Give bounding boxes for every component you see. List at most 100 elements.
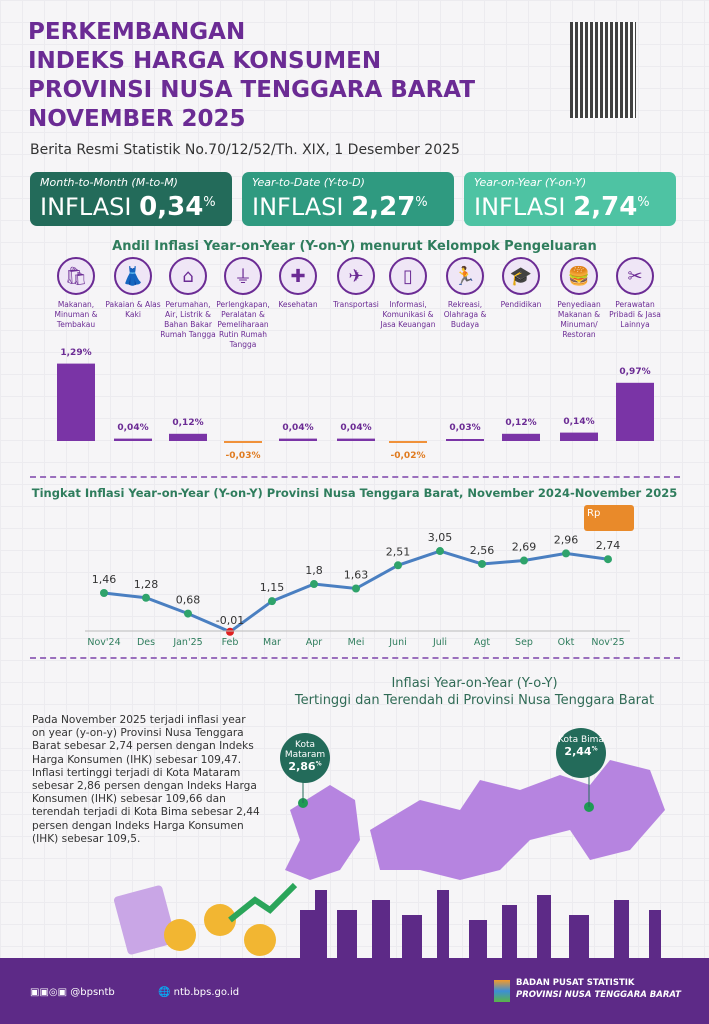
city-value: 2,44 — [564, 745, 592, 758]
title-line: PERKEMBANGAN — [28, 19, 246, 45]
runner-icon: 🏃 — [446, 257, 484, 295]
smartphone-icon: ▯ — [389, 257, 427, 295]
category-label: Pendidikan — [500, 300, 542, 309]
qr-code[interactable] — [570, 22, 636, 118]
summary-word: INFLASI — [40, 193, 132, 221]
ntb-map — [285, 760, 665, 880]
bar — [169, 433, 207, 441]
bar — [446, 439, 484, 441]
footer: ▣▣◎▣ @bpsntb 🌐 ntb.bps.go.id BADAN PUSAT… — [0, 958, 709, 1024]
divider — [30, 657, 680, 659]
data-label: 1,8 — [305, 564, 323, 577]
summary-value: 2,27 — [351, 192, 416, 222]
bar-value-label: -0,02% — [390, 451, 426, 461]
city-name: Kota Bima — [558, 735, 604, 745]
bar — [560, 432, 598, 441]
summary-word: INFLASI — [474, 193, 566, 221]
x-tick-label: Apr — [306, 637, 323, 648]
bar-value-label: -0,03% — [225, 451, 261, 461]
data-point — [100, 589, 108, 597]
x-tick-label: Feb — [222, 637, 239, 648]
unit: % — [315, 760, 322, 768]
category-label: Kesehatan — [278, 300, 318, 309]
summary-paragraph: Pada November 2025 terjadi inflasi year … — [32, 714, 260, 845]
first-aid-icon: ✚ — [279, 257, 317, 295]
plug-icon: ⏚ — [224, 257, 262, 295]
city-name: Kota Mataram — [284, 740, 326, 760]
data-label: 2,51 — [386, 545, 411, 558]
bar-value-label: 0,04% — [117, 422, 149, 433]
grocery-bag-icon: 🛍 — [57, 257, 95, 295]
airplane-icon: ✈ — [337, 257, 375, 295]
x-tick-label: Sep — [515, 637, 533, 648]
data-point — [562, 549, 570, 558]
bar-value-label: 0,97% — [619, 366, 651, 377]
category-label: Rekreasi, Olahraga & Budaya — [443, 300, 487, 329]
x-tick-label: Juli — [432, 637, 447, 648]
x-tick-label: Agt — [474, 637, 491, 648]
title-line: INDEKS HARGA KONSUMEN — [28, 48, 382, 74]
summary-value: 2,74 — [573, 192, 638, 222]
data-point — [142, 593, 150, 602]
bar-value-label: 0,12% — [172, 417, 204, 428]
line-chart: 1,46 Nov'24 1,28 Des 0,68 Jan'25 -0,01 Feb 1,15 M… — [85, 531, 630, 648]
x-tick-label: Okt — [558, 637, 575, 648]
summary-box: Month-to-Month (M-to-M) INFLASI 0,34% — [30, 172, 232, 226]
x-tick-label: Mei — [348, 637, 365, 648]
data-point — [226, 627, 234, 636]
x-tick-label: Nov'24 — [87, 637, 120, 648]
data-point — [604, 555, 612, 564]
line-chart-title: Tingkat Inflasi Year-on-Year (Y-on-Y) Pr… — [31, 486, 678, 500]
graduation-cap-icon: 🎓 — [502, 257, 540, 295]
bar-value-label: 0,12% — [505, 417, 537, 428]
bar — [57, 363, 95, 441]
data-label: 2,69 — [512, 541, 537, 554]
bar-value-label: 0,04% — [340, 422, 372, 433]
truck-label: Rp — [587, 508, 601, 519]
map-title-1: Inflasi Year-on-Year (Y-o-Y) — [391, 676, 558, 691]
page-title: PERKEMBANGAN INDEKS HARGA KONSUMEN PROVI… — [28, 18, 475, 134]
website-link[interactable]: 🌐 ntb.bps.go.id — [158, 987, 239, 998]
summary-value: 0,34 — [139, 192, 204, 222]
social-icons[interactable]: ▣▣◎▣ @bpsntb — [30, 987, 115, 998]
bar — [279, 438, 317, 441]
category-label: Perumahan, Air, Listrik & Bahan Bakar Ru… — [160, 300, 216, 339]
org-region: PROVINSI NUSA TENGGARA BARAT — [516, 990, 681, 1000]
data-point — [520, 556, 528, 565]
data-label: 0,68 — [176, 594, 201, 607]
data-label: 2,96 — [554, 533, 579, 546]
title-line: NOVEMBER 2025 — [28, 106, 246, 132]
scissors-icon: ✂ — [616, 257, 654, 295]
org-name: BADAN PUSAT STATISTIK — [516, 978, 635, 988]
bar — [389, 441, 427, 443]
category-label: Pakaian & Alas Kaki — [105, 300, 161, 319]
bps-logo — [494, 980, 510, 1002]
category-label: Perawatan Pribadi & Jasa Lainnya — [609, 300, 661, 329]
data-label: 2,56 — [470, 544, 495, 557]
summary-box: Year-on-Year (Y-on-Y) INFLASI 2,74% — [464, 172, 676, 226]
category-label: Transportasi — [333, 300, 379, 309]
x-tick-label: Jan'25 — [172, 637, 202, 648]
city-value: 2,86 — [288, 760, 316, 773]
category-label: Perlengkapan, Peralatan & Pemeliharaan R… — [216, 300, 270, 349]
truck-icon: Rp — [584, 505, 634, 531]
skyline-illustration — [113, 882, 661, 960]
summary-label: Year-to-Date (Y-to-D) — [252, 176, 365, 189]
city-badge-bima: Kota Bima 2,44% — [556, 728, 606, 778]
website-text[interactable]: ntb.bps.go.id — [173, 987, 240, 998]
bar — [114, 438, 152, 441]
data-label: 1,63 — [344, 569, 369, 582]
category-label: Penyediaan Makanan & Minuman/ Restoran — [557, 300, 601, 339]
data-label: -0,01 — [216, 614, 244, 627]
dress-icon: 👗 — [114, 257, 152, 295]
data-point — [310, 580, 318, 589]
social-handle[interactable]: @bpsntb — [70, 987, 115, 998]
map-title-2: Tertinggi dan Terendah di Provinsi Nusa … — [294, 693, 655, 708]
data-point — [184, 609, 192, 618]
unit: % — [591, 745, 598, 753]
summary-word: INFLASI — [252, 193, 344, 221]
bar — [502, 433, 540, 441]
globe-icon: 🌐 — [158, 987, 171, 998]
unit: % — [203, 195, 216, 210]
bar-chart-title: Andil Inflasi Year-on-Year (Y-on-Y) menu… — [112, 239, 597, 254]
